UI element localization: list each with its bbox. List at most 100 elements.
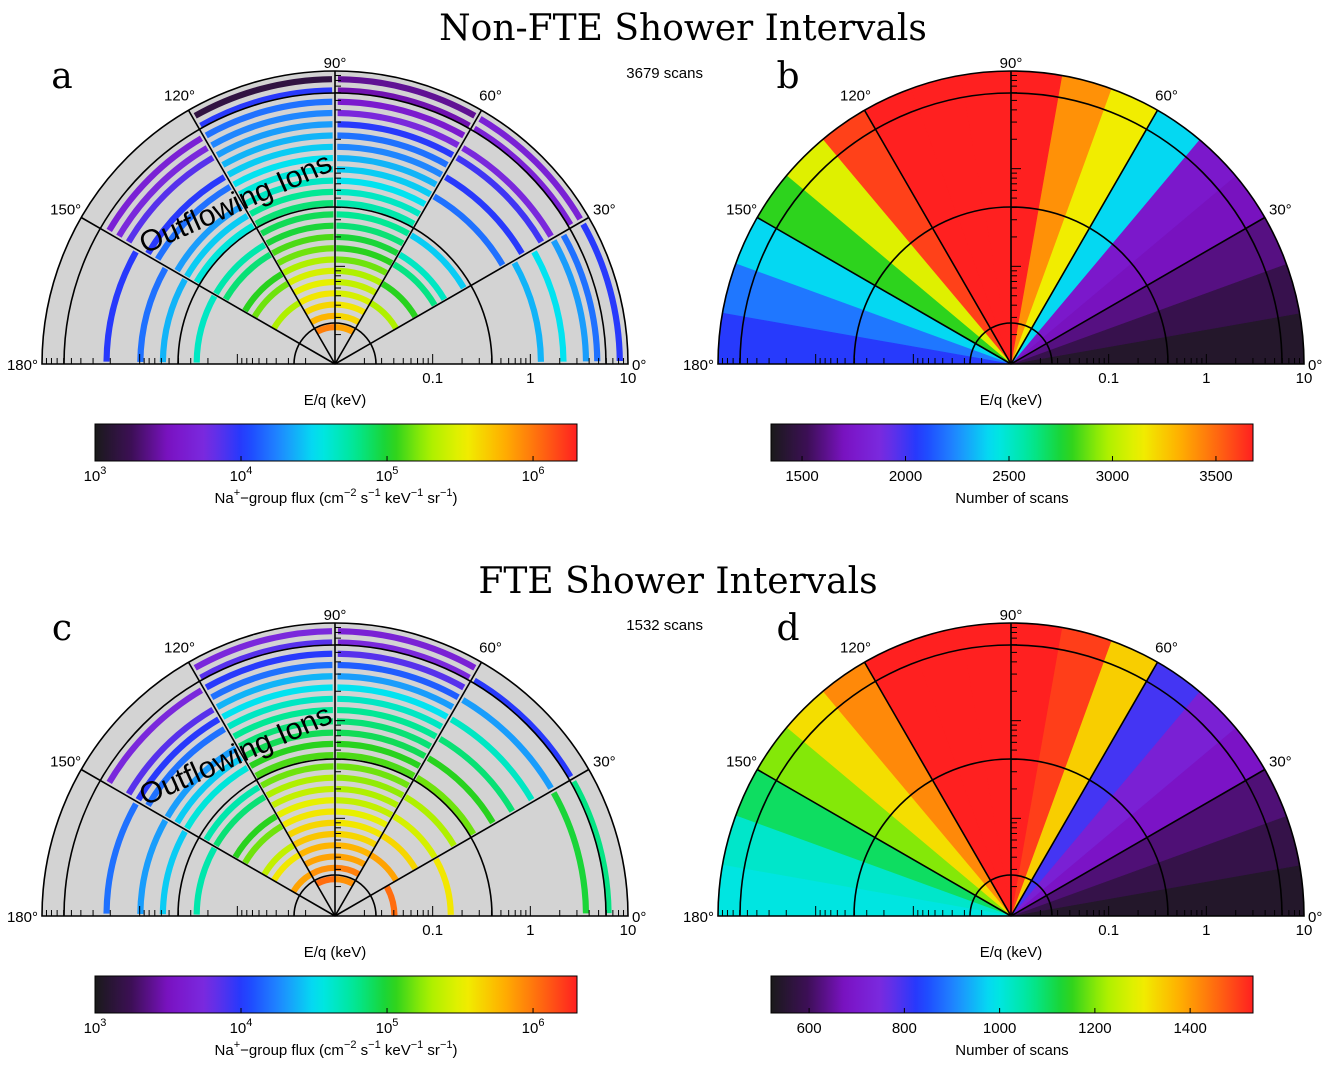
flux-bin-3-5 (304, 853, 335, 867)
flux-bin-4-11 (222, 251, 272, 301)
energy-tick-label: 0.1 (422, 370, 443, 387)
energy-tick-label: 1 (526, 370, 534, 387)
flux-bin-2-5 (335, 853, 366, 867)
flux-bin-3-23 (204, 650, 333, 691)
flux-bin-3-15 (248, 188, 334, 217)
colorbar-tick-label: 103 (84, 465, 107, 485)
flux-bin-4-4 (290, 871, 313, 894)
flux-bin-2-15 (336, 188, 422, 217)
flux-bin-1-8 (380, 833, 418, 871)
grid-spoke-1 (334, 109, 483, 365)
flux-bin-3-23 (204, 98, 333, 139)
energy-tick-label: 1 (1202, 370, 1210, 387)
flux-bin-2-18 (337, 706, 438, 740)
flux-bin-2-19 (337, 143, 444, 178)
flux-bin-4-21 (125, 706, 215, 796)
panel-letter: a (51, 56, 72, 97)
energy-tick-label: 10 (620, 370, 637, 387)
flux-bin-2-7 (335, 278, 377, 296)
angle-label: 30° (593, 754, 616, 771)
flux-bin-2-22 (337, 661, 460, 701)
flux-bin-3-17 (237, 166, 333, 198)
colorbar-tick-label: 600 (797, 1020, 822, 1037)
flux-bin-2-10 (336, 245, 394, 266)
flux-bin-2-13 (336, 211, 410, 237)
flux-bin-3-10 (276, 797, 334, 818)
colorbar-label: Na+−group flux (cm−2 s−1 keV−1 sr−1) (215, 1039, 458, 1059)
energy-tick-label: 0.1 (422, 922, 443, 939)
flux-bin-2-3 (335, 323, 355, 335)
panel-b: 180° 150° 120° 90° 60° 30° 0° 0.1 1 10 E/q (keV) b 1… (683, 55, 1322, 507)
flux-bin-3-4 (309, 864, 335, 877)
colorbar-tick-label: 1400 (1173, 1020, 1206, 1037)
colorbar-tick-label: 104 (230, 465, 253, 485)
colorbar (770, 423, 1254, 462)
flux-bin-1-19 (443, 174, 525, 256)
colorbar-label: Number of scans (955, 490, 1068, 507)
flux-bin-3-22 (210, 109, 333, 149)
colorbar-tick-label: 106 (522, 465, 545, 485)
panel-d: 180° 150° 120° 90° 60° 30° 0° 0.1 1 10 E/q (keV) d 6… (683, 607, 1322, 1059)
angle-label: 180° (7, 357, 38, 374)
flux-bin-0-20 (531, 250, 567, 362)
flux-bin-5-17 (137, 266, 169, 362)
outer-boundary (717, 622, 1305, 917)
grid-spoke-1 (1010, 661, 1159, 917)
x-axis-label: E/q (keV) (980, 392, 1043, 409)
outer-boundary (41, 622, 629, 917)
flux-bin-4-16 (174, 755, 244, 825)
panel-letter: c (52, 608, 72, 649)
flux-bin-1-22 (461, 145, 554, 238)
colorbar-tick-label: 105 (376, 1017, 399, 1037)
energy-tick-label: 10 (1296, 922, 1313, 939)
angle-label: 60° (479, 640, 502, 657)
flux-bin-2-12 (336, 222, 405, 247)
flux-bin-3-25 (193, 76, 333, 119)
flux-bin-4-17 (164, 745, 238, 819)
outer-boundary (717, 70, 1305, 365)
flux-bin-3-18 (232, 154, 333, 188)
flux-bin-3-19 (226, 143, 333, 178)
flux-bin-3-17 (237, 718, 333, 750)
flux-bin-2-23 (337, 98, 466, 139)
flux-bin-1-11 (398, 251, 448, 301)
panel-c: 180° 150° 120° 90° 60° 30° 0° 0.1 1 10 E/q (keV) c 1… (7, 607, 703, 1059)
flux-bin-2-25 (337, 76, 477, 119)
grid-spoke-3 (187, 661, 336, 917)
angle-label: 60° (479, 88, 502, 105)
flux-bin-3-10 (276, 245, 334, 266)
flux-bin-1-10 (392, 261, 438, 307)
flux-bin-2-14 (336, 752, 416, 779)
flux-bin-2-19 (337, 695, 444, 730)
flux-bin-2-16 (336, 177, 427, 207)
colorbar-tick-label: 800 (892, 1020, 917, 1037)
flux-bin-2-21 (337, 673, 455, 710)
flux-bin-5-15 (159, 277, 188, 363)
flux-bin-2-24 (337, 87, 471, 129)
flux-bin-1-22 (461, 697, 554, 790)
panel-letter: b (776, 56, 799, 97)
flux-bin-4-12 (213, 794, 267, 848)
grid-spoke-4 (756, 768, 1012, 917)
flux-bin-3-3 (315, 323, 335, 335)
colorbar-tick-label: 2500 (992, 468, 1025, 485)
angle-label: 30° (1269, 202, 1292, 219)
angle-label: 120° (164, 88, 195, 105)
flux-bin-5-20 (103, 802, 139, 914)
flux-bin-3-25 (193, 628, 333, 671)
angle-label: 90° (324, 607, 347, 624)
flux-bin-4-9 (242, 271, 284, 313)
outer-boundary (41, 70, 629, 365)
flux-bin-3-21 (215, 673, 333, 710)
flux-bin-2-11 (336, 785, 399, 809)
flux-bin-0-22 (550, 791, 590, 914)
flux-bin-2-21 (337, 121, 455, 158)
flux-bin-3-4 (309, 312, 335, 325)
angle-label: 150° (50, 754, 81, 771)
energy-tick-label: 0.1 (1098, 370, 1119, 387)
flux-bin-1-14 (415, 774, 477, 836)
flux-bin-3-20 (221, 132, 333, 168)
flux-bin-2-10 (336, 797, 394, 818)
flux-bin-3-14 (254, 200, 334, 227)
angle-label: 60° (1155, 640, 1178, 657)
